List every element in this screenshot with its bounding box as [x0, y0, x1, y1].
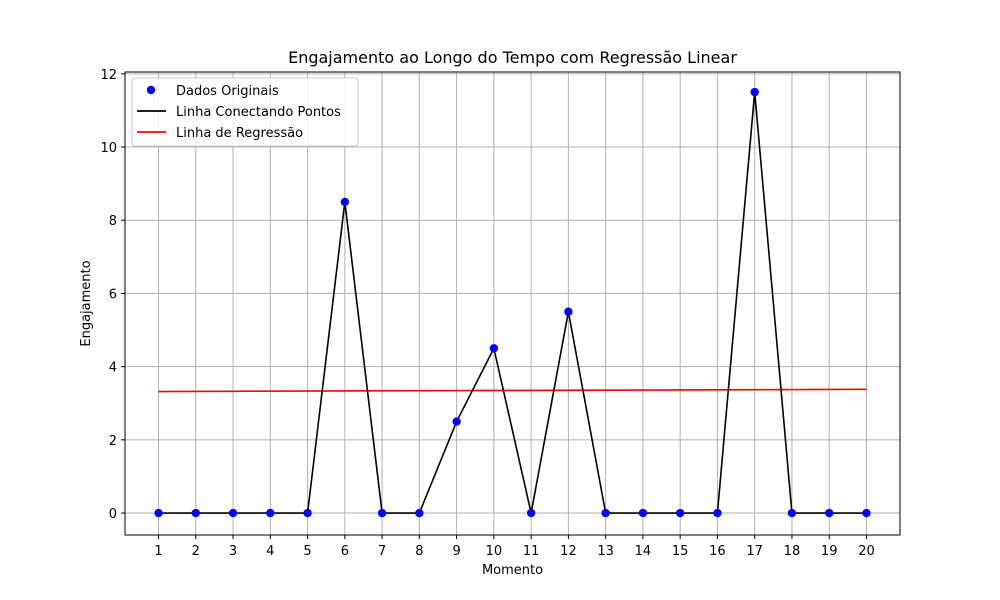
grid-lines — [125, 72, 900, 535]
legend-box — [131, 77, 359, 147]
data-point — [266, 508, 275, 518]
x-tick-label: 17 — [746, 544, 763, 559]
x-tick-label: 8 — [415, 544, 423, 559]
x-tick-label: 9 — [452, 544, 460, 559]
data-point — [787, 508, 797, 518]
data-point — [713, 508, 722, 518]
x-tick-label: 2 — [192, 544, 200, 559]
data-point — [154, 508, 163, 518]
data-point — [862, 508, 871, 518]
data-point — [415, 508, 424, 518]
legend-label: Linha Conectando Pontos — [176, 105, 341, 120]
x-tick-label: 16 — [709, 544, 726, 559]
x-tick-label: 11 — [523, 544, 540, 559]
legend-label: Linha de Regressão — [176, 126, 303, 141]
connecting-line — [158, 92, 867, 514]
y-tick-label: 6 — [109, 287, 117, 302]
plot-frame — [124, 71, 901, 536]
legend-label: Dados Originais — [176, 84, 279, 99]
y-tick-label: 12 — [100, 68, 117, 83]
x-tick-label: 19 — [821, 544, 838, 559]
x-tick-label: 6 — [341, 544, 349, 559]
legend: Dados Originais Linha Conectando Pontos Li… — [131, 77, 359, 147]
y-tick-label: 8 — [109, 214, 117, 229]
y-tick-label: 4 — [109, 361, 117, 376]
x-axis-title: Momento — [482, 563, 543, 578]
x-tick-label: 4 — [266, 544, 274, 559]
plot-area — [154, 87, 871, 518]
data-point — [675, 508, 685, 518]
x-tick-label: 20 — [858, 544, 875, 559]
y-tick-label: 10 — [100, 141, 117, 156]
x-tick-label: 3 — [229, 544, 237, 559]
chart-title: Engajamento ao Longo do Tempo com Regres… — [288, 48, 737, 67]
data-point — [303, 508, 312, 518]
data-point — [526, 508, 536, 518]
regression-line — [158, 388, 867, 393]
x-tick-label: 1 — [154, 544, 162, 559]
x-tick-label: 7 — [378, 544, 386, 559]
data-point — [191, 508, 200, 518]
data-point — [489, 344, 499, 353]
data-point — [377, 508, 387, 518]
y-axis-title: Engajamento — [79, 260, 94, 346]
data-point — [340, 197, 350, 207]
data-point — [750, 87, 759, 97]
data-point — [452, 417, 461, 426]
x-tick-label: 10 — [486, 544, 503, 559]
x-tick-label: 14 — [635, 544, 652, 559]
legend-marker — [146, 85, 156, 95]
x-tick-label: 15 — [672, 544, 689, 559]
x-tick-label: 18 — [784, 544, 801, 559]
data-point — [601, 508, 610, 518]
x-tick-label: 5 — [303, 544, 311, 559]
data-point — [825, 508, 834, 518]
x-tick-label: 13 — [597, 544, 614, 559]
y-tick-label: 2 — [109, 434, 117, 449]
data-point — [564, 307, 573, 316]
data-point — [228, 508, 238, 518]
y-tick-label: 0 — [109, 507, 117, 522]
data-point — [638, 508, 648, 518]
x-tick-label: 12 — [560, 544, 577, 559]
